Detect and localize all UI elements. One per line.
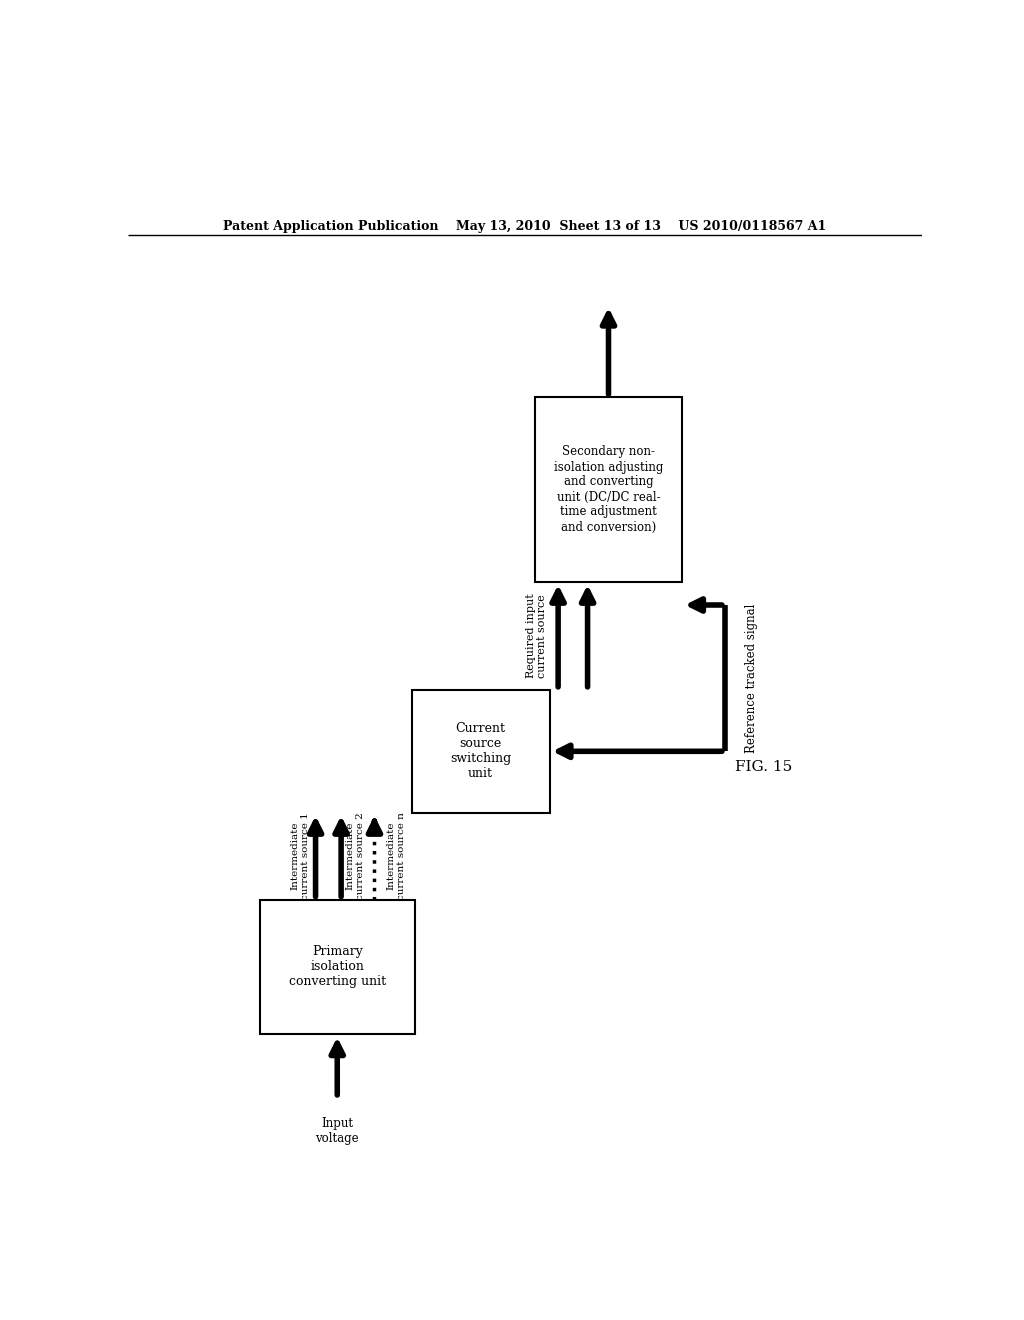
Bar: [412, 689, 550, 813]
Text: FIG. 15: FIG. 15: [735, 760, 793, 774]
Text: Intermediate
current source 1: Intermediate current source 1: [291, 812, 309, 900]
Text: Required input
current source: Required input current source: [525, 594, 547, 678]
Text: Primary
isolation
converting unit: Primary isolation converting unit: [289, 945, 386, 989]
Text: Secondary non-
isolation adjusting
and converting
unit (DC/DC real-
time adjustm: Secondary non- isolation adjusting and c…: [554, 446, 664, 533]
Text: Current
source
switching
unit: Current source switching unit: [450, 722, 511, 780]
Bar: [260, 899, 415, 1035]
Text: Patent Application Publication    May 13, 2010  Sheet 13 of 13    US 2010/011856: Patent Application Publication May 13, 2…: [223, 219, 826, 232]
Text: Intermediate
current source n: Intermediate current source n: [386, 812, 406, 900]
Text: Intermediate
current source 2: Intermediate current source 2: [345, 812, 365, 900]
Bar: [535, 397, 682, 582]
Text: Input
voltage: Input voltage: [315, 1117, 359, 1144]
Text: Reference tracked signal: Reference tracked signal: [745, 603, 759, 752]
